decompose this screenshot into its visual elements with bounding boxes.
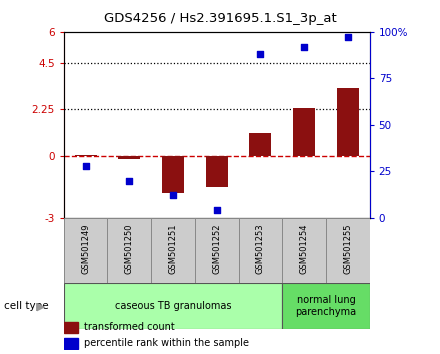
Bar [162,156,184,193]
Text: normal lung
parenchyma: normal lung parenchyma [295,295,356,317]
Point [257,51,264,57]
Bar [107,218,151,283]
Bar [282,218,326,283]
Point [82,163,89,169]
Bar [64,283,282,329]
Text: GSM501249: GSM501249 [81,224,90,274]
Bar [282,283,370,329]
Bar [151,218,195,283]
Point [213,207,220,213]
Point [301,44,308,50]
Bar [206,156,227,187]
Bar [64,338,77,349]
Text: transformed count: transformed count [84,322,174,332]
Bar [64,322,77,333]
Text: GSM501250: GSM501250 [125,224,134,274]
Text: GSM501254: GSM501254 [300,224,308,274]
Bar [326,218,370,283]
Bar [64,218,107,283]
Point [344,35,351,40]
Text: GSM501251: GSM501251 [169,224,177,274]
Text: GSM501255: GSM501255 [343,224,352,274]
Text: GSM501252: GSM501252 [212,224,221,274]
Bar [293,108,315,156]
Text: GDS4256 / Hs2.391695.1.S1_3p_at: GDS4256 / Hs2.391695.1.S1_3p_at [104,12,336,25]
Text: ▶: ▶ [37,301,46,311]
Bar [75,155,96,156]
Point [169,193,176,198]
Bar [118,156,140,159]
Text: cell type: cell type [4,301,49,311]
Text: percentile rank within the sample: percentile rank within the sample [84,338,249,348]
Text: caseous TB granulomas: caseous TB granulomas [115,301,231,311]
Bar [238,218,282,283]
Bar [249,133,271,156]
Bar [337,88,359,156]
Bar [195,218,238,283]
Point [126,178,133,183]
Text: GSM501253: GSM501253 [256,224,265,274]
